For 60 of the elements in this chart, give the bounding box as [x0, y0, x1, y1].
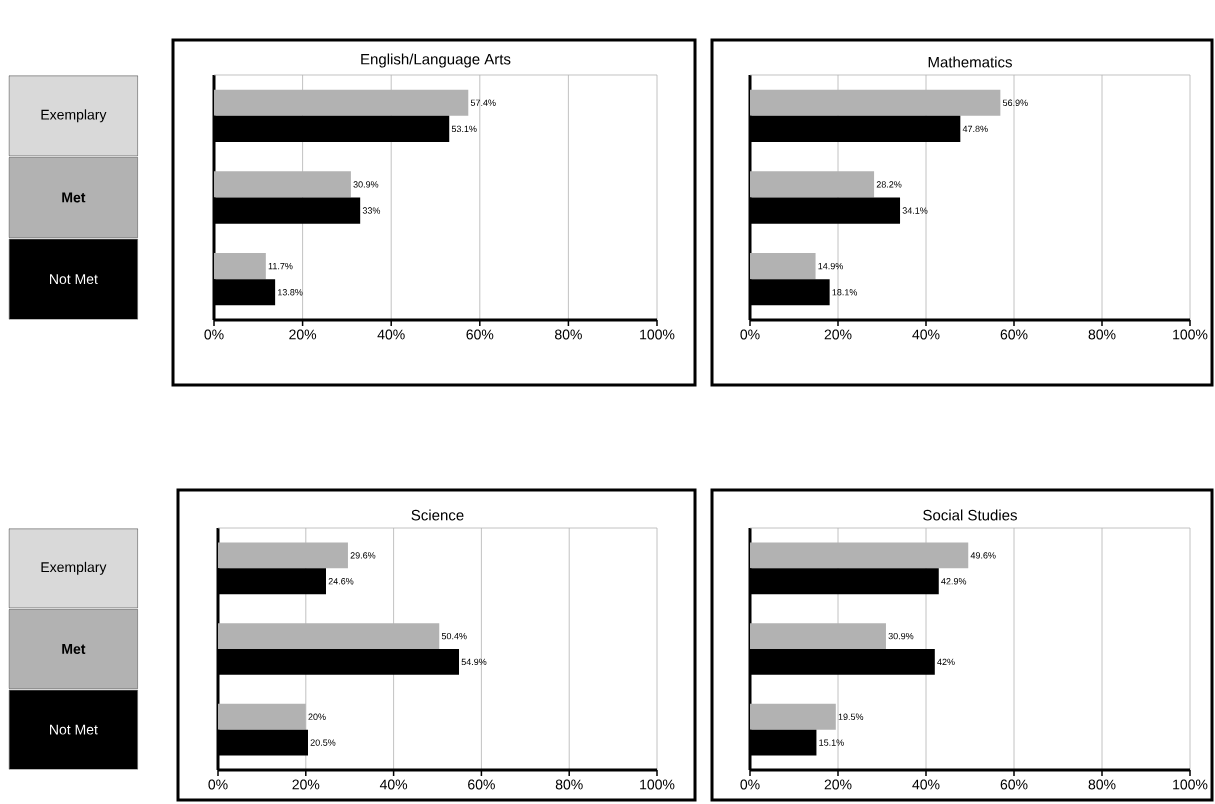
data-label: 30.9%	[353, 181, 379, 188]
y-tick-label: Exemplary	[41, 561, 107, 575]
y-tick-label: Met	[62, 644, 86, 654]
data-label: 42%	[937, 658, 955, 666]
data-label: 18.1%	[832, 289, 858, 296]
data-label: 47.8%	[962, 125, 988, 133]
x-tick-label: 0%	[740, 329, 760, 340]
x-tick-label: 60%	[468, 779, 495, 790]
x-tick-label: 100%	[640, 779, 675, 790]
data-label: 42.9%	[941, 578, 967, 585]
x-tick-label: 40%	[912, 779, 940, 790]
x-tick-label: 20%	[824, 779, 852, 790]
x-tick-label: 80%	[1088, 779, 1116, 790]
x-tick-label: 20%	[824, 329, 852, 340]
data-label: 34.1%	[902, 207, 928, 214]
x-tick-label: 80%	[555, 329, 582, 340]
y-tick-label: Not Met	[50, 724, 98, 735]
x-tick-label: 80%	[555, 779, 583, 790]
data-label: 30.9%	[888, 632, 914, 640]
data-label: 54.9%	[461, 658, 487, 666]
data-label: 49.6%	[970, 552, 996, 559]
x-tick-label: 40%	[377, 329, 405, 340]
x-tick-label: 100%	[1173, 779, 1208, 790]
data-label: 11.7%	[268, 262, 293, 270]
x-tick-label: 0%	[740, 779, 760, 790]
data-label: 15.1%	[819, 739, 844, 746]
x-tick-label: 100%	[640, 329, 675, 340]
data-label: 33%	[362, 207, 381, 214]
x-tick-label: 0%	[204, 329, 224, 340]
y-tick-label: Met	[62, 192, 86, 203]
bar	[750, 253, 816, 280]
chart-title: Mathematics	[928, 56, 1012, 68]
data-label: 13.8%	[278, 289, 303, 296]
x-tick-label: 0%	[208, 779, 228, 790]
data-label: 28.2%	[876, 181, 902, 188]
data-label: 53.1%	[451, 125, 477, 133]
chart-title: Social Studies	[923, 509, 1017, 521]
bar	[214, 253, 266, 280]
data-label: 56.9%	[1002, 99, 1028, 106]
x-tick-label: 60%	[1000, 779, 1028, 790]
x-tick-label: 100%	[1173, 329, 1208, 340]
data-label: 14.9%	[818, 262, 843, 270]
x-tick-label: 80%	[1088, 329, 1116, 340]
y-tick-label: Not Met	[50, 274, 98, 285]
data-label: 20%	[308, 713, 326, 720]
chart-title: Science	[411, 509, 464, 521]
x-tick-label: 40%	[379, 779, 408, 790]
data-label: 20.5%	[310, 739, 336, 746]
chart-title: English/Language Arts	[361, 53, 511, 68]
x-tick-label: 40%	[912, 329, 940, 340]
data-label: 29.6%	[350, 552, 376, 559]
data-label: 50.4%	[441, 632, 467, 640]
y-tick-label: Exemplary	[41, 109, 107, 123]
x-tick-label: 20%	[289, 329, 317, 340]
x-tick-label: 60%	[1000, 329, 1028, 340]
data-label: 57.4%	[470, 99, 496, 106]
x-tick-label: 20%	[292, 779, 320, 790]
x-tick-label: 60%	[466, 329, 494, 340]
data-label: 19.5%	[838, 713, 864, 720]
data-label: 24.6%	[328, 578, 354, 585]
